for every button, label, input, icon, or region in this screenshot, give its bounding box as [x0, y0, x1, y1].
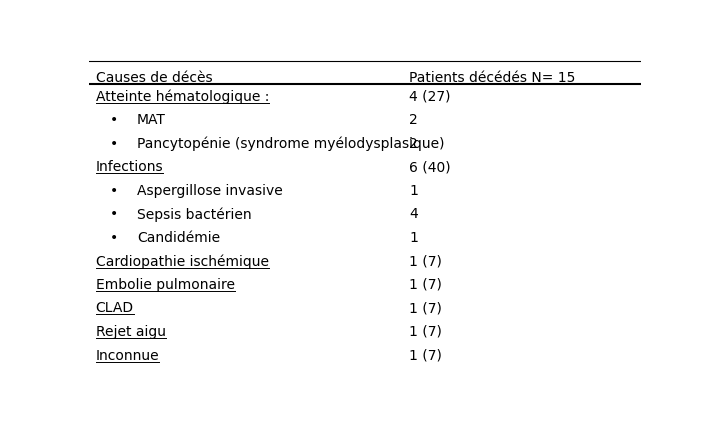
Text: •: • — [110, 184, 117, 198]
Text: 1 (7): 1 (7) — [409, 254, 442, 268]
Text: 1: 1 — [409, 184, 418, 198]
Text: 4 (27): 4 (27) — [409, 90, 451, 104]
Text: Rejet aigu: Rejet aigu — [95, 325, 166, 339]
Text: 6 (40): 6 (40) — [409, 160, 451, 174]
Text: Candidémie: Candidémie — [137, 231, 220, 245]
Text: •: • — [110, 136, 117, 151]
Text: Infections: Infections — [95, 160, 163, 174]
Text: •: • — [110, 231, 117, 245]
Text: 1 (7): 1 (7) — [409, 349, 442, 363]
Text: Embolie pulmonaire: Embolie pulmonaire — [95, 278, 235, 292]
Text: Sepsis bactérien: Sepsis bactérien — [137, 207, 251, 222]
Text: 1 (7): 1 (7) — [409, 302, 442, 316]
Text: 2: 2 — [409, 136, 418, 151]
Text: 1 (7): 1 (7) — [409, 325, 442, 339]
Text: 4: 4 — [409, 207, 418, 221]
Text: MAT: MAT — [137, 113, 166, 127]
Text: Patients décédés N= 15: Patients décédés N= 15 — [409, 71, 575, 85]
Text: Causes de décès: Causes de décès — [95, 71, 212, 85]
Text: Aspergillose invasive: Aspergillose invasive — [137, 184, 283, 198]
Text: 1: 1 — [409, 231, 418, 245]
Text: 2: 2 — [409, 113, 418, 127]
Text: Atteinte hématologique :: Atteinte hématologique : — [95, 90, 269, 104]
Text: Inconnue: Inconnue — [95, 349, 159, 363]
Text: •: • — [110, 113, 117, 127]
Text: Pancytopénie (syndrome myélodysplasique): Pancytopénie (syndrome myélodysplasique) — [137, 136, 444, 151]
Text: 1 (7): 1 (7) — [409, 278, 442, 292]
Text: Cardiopathie ischémique: Cardiopathie ischémique — [95, 254, 268, 269]
Text: •: • — [110, 207, 117, 221]
Text: CLAD: CLAD — [95, 302, 134, 316]
